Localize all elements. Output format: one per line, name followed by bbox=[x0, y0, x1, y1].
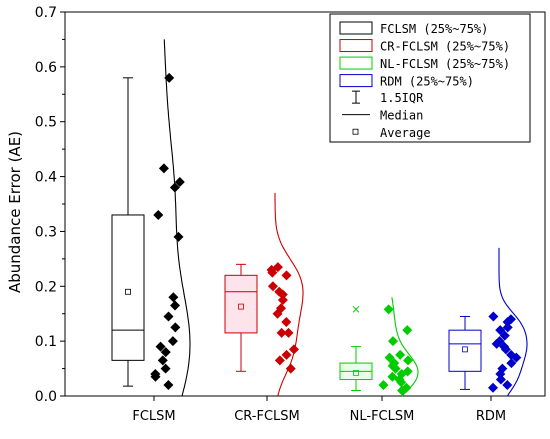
data-point bbox=[170, 300, 181, 311]
legend-label: FCLSM (25%~75%) bbox=[380, 22, 488, 36]
data-point bbox=[511, 352, 522, 363]
outlier-marker bbox=[352, 305, 360, 313]
data-point bbox=[277, 289, 288, 300]
x-tick-label: CR-FCLSM bbox=[234, 409, 300, 424]
data-point bbox=[506, 358, 517, 369]
data-point bbox=[160, 347, 171, 358]
x-tick-label: NL-FCLSM bbox=[350, 409, 415, 424]
data-point bbox=[276, 327, 287, 338]
mean-marker bbox=[125, 288, 131, 295]
data-point bbox=[163, 380, 174, 391]
data-point bbox=[502, 322, 513, 333]
y-tick-label: 0.1 bbox=[35, 334, 57, 350]
data-point bbox=[174, 177, 185, 188]
data-point bbox=[395, 349, 406, 360]
data-point bbox=[383, 304, 394, 315]
y-tick-label: 0.4 bbox=[35, 170, 57, 186]
data-point bbox=[502, 380, 513, 391]
data-point bbox=[502, 316, 513, 327]
legend-box bbox=[329, 13, 531, 143]
data-point bbox=[272, 308, 283, 319]
data-point bbox=[170, 322, 181, 333]
series-group bbox=[111, 39, 191, 397]
legend-label: RDM (25%~75%) bbox=[380, 75, 474, 89]
legend-label: NL-FCLSM (25%~75%) bbox=[380, 57, 510, 71]
data-point bbox=[168, 292, 179, 303]
data-point bbox=[397, 385, 408, 396]
density-curve bbox=[391, 297, 419, 397]
x-tick-label: FCLSM bbox=[132, 409, 175, 424]
legend-swatch bbox=[339, 74, 373, 88]
data-point bbox=[157, 355, 168, 366]
data-point bbox=[495, 325, 506, 336]
data-point bbox=[491, 338, 502, 349]
data-point bbox=[403, 355, 414, 366]
density-curve bbox=[274, 193, 304, 397]
series-group bbox=[448, 247, 528, 397]
data-point bbox=[267, 267, 278, 278]
legend-label: Average bbox=[380, 126, 431, 140]
data-point bbox=[500, 344, 511, 355]
data-point bbox=[277, 295, 288, 305]
y-tick-label: 0.2 bbox=[35, 279, 57, 295]
y-tick-label: 0.6 bbox=[35, 60, 57, 76]
legend-average-icon bbox=[352, 128, 359, 135]
data-point bbox=[487, 382, 498, 393]
data-point bbox=[288, 344, 299, 355]
data-point bbox=[281, 270, 292, 281]
series-group bbox=[224, 193, 304, 397]
iqr-box bbox=[448, 329, 482, 372]
legend-swatch bbox=[339, 21, 373, 35]
data-point bbox=[163, 311, 174, 322]
data-point bbox=[495, 374, 506, 385]
y-tick-label: 0.0 bbox=[35, 389, 57, 405]
legend-label: Median bbox=[380, 109, 423, 123]
data-point bbox=[396, 377, 407, 388]
data-point bbox=[390, 363, 401, 374]
mean-marker bbox=[353, 370, 359, 376]
mean-marker bbox=[462, 346, 468, 353]
data-point bbox=[274, 355, 285, 366]
data-point bbox=[387, 336, 398, 347]
data-point bbox=[164, 72, 175, 83]
mean-marker bbox=[238, 303, 244, 310]
data-point bbox=[283, 327, 294, 338]
data-point bbox=[402, 325, 413, 336]
y-tick-label: 0.3 bbox=[35, 224, 57, 240]
data-point bbox=[169, 182, 180, 193]
data-point bbox=[167, 336, 178, 347]
data-point bbox=[384, 352, 395, 363]
data-point bbox=[160, 363, 171, 374]
legend-label: 1.5IQR bbox=[380, 91, 424, 105]
data-point bbox=[150, 371, 161, 382]
legend-swatch bbox=[339, 39, 373, 53]
data-point bbox=[378, 380, 389, 391]
series-group bbox=[339, 297, 419, 397]
density-curve bbox=[498, 247, 528, 397]
y-tick-label: 0.5 bbox=[35, 115, 57, 131]
x-tick-label: RDM bbox=[476, 409, 506, 424]
y-tick-label: 0.7 bbox=[35, 5, 57, 21]
legend-label: CR-FCLSM (25%~75%) bbox=[380, 40, 510, 54]
data-point bbox=[153, 209, 164, 220]
data-point bbox=[499, 330, 510, 341]
density-curve bbox=[163, 39, 191, 397]
data-point bbox=[158, 163, 169, 174]
y-axis-label: Abundance Error (AE) bbox=[6, 131, 24, 293]
data-point bbox=[173, 231, 184, 242]
data-point bbox=[281, 316, 292, 327]
iqr-box bbox=[111, 214, 145, 361]
data-point bbox=[267, 281, 278, 292]
legend-swatch bbox=[339, 56, 373, 70]
data-point bbox=[281, 349, 292, 360]
data-point bbox=[285, 363, 296, 374]
data-point bbox=[488, 311, 499, 322]
data-point bbox=[155, 341, 166, 352]
